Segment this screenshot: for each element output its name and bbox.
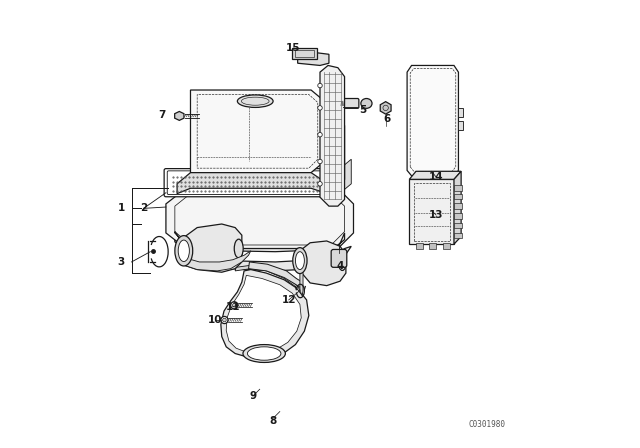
Polygon shape (184, 251, 251, 271)
Bar (429, 243, 436, 249)
Ellipse shape (232, 303, 236, 307)
Bar (294, 50, 314, 57)
Polygon shape (166, 188, 353, 249)
Polygon shape (177, 172, 324, 194)
Ellipse shape (223, 318, 226, 322)
Text: 11: 11 (226, 302, 240, 312)
Polygon shape (300, 261, 303, 296)
Polygon shape (300, 241, 346, 286)
Text: 4: 4 (337, 262, 344, 271)
Bar (454, 203, 462, 209)
Text: 10: 10 (208, 315, 222, 325)
Bar (414, 183, 451, 241)
Polygon shape (221, 270, 309, 359)
Text: 9: 9 (250, 391, 257, 401)
Bar (454, 233, 462, 238)
Ellipse shape (318, 159, 322, 164)
Polygon shape (175, 232, 344, 252)
Polygon shape (410, 171, 461, 179)
Bar (443, 243, 449, 249)
Bar (416, 243, 423, 249)
Text: 8: 8 (269, 416, 276, 426)
Polygon shape (298, 52, 329, 65)
Text: 5: 5 (359, 105, 366, 115)
Ellipse shape (292, 248, 307, 274)
FancyBboxPatch shape (331, 250, 347, 267)
Ellipse shape (318, 106, 322, 110)
Ellipse shape (221, 316, 228, 323)
Bar (454, 223, 462, 228)
Polygon shape (320, 65, 344, 206)
Polygon shape (248, 262, 302, 289)
Polygon shape (226, 276, 301, 353)
Text: C0301980: C0301980 (469, 421, 506, 430)
Polygon shape (407, 65, 458, 176)
Ellipse shape (248, 347, 281, 360)
Ellipse shape (237, 95, 273, 108)
Polygon shape (410, 179, 454, 244)
Ellipse shape (175, 236, 193, 266)
Polygon shape (338, 159, 351, 195)
Ellipse shape (361, 99, 372, 108)
Polygon shape (191, 90, 324, 172)
Ellipse shape (318, 83, 322, 88)
Bar (458, 121, 463, 130)
Ellipse shape (339, 254, 346, 271)
Text: 7: 7 (158, 110, 165, 120)
Bar (454, 194, 462, 199)
Bar (458, 108, 463, 117)
Ellipse shape (318, 181, 322, 186)
Polygon shape (380, 102, 391, 114)
FancyBboxPatch shape (342, 99, 359, 108)
Ellipse shape (318, 133, 322, 137)
Polygon shape (175, 112, 184, 121)
Ellipse shape (296, 252, 305, 270)
Ellipse shape (243, 345, 285, 362)
Bar (454, 213, 462, 219)
Bar (454, 185, 462, 190)
Ellipse shape (234, 239, 243, 258)
Text: 2: 2 (140, 203, 147, 213)
Text: 13: 13 (429, 210, 444, 220)
Polygon shape (235, 265, 303, 296)
Text: 12: 12 (282, 295, 296, 305)
Text: 6: 6 (383, 114, 390, 124)
Polygon shape (324, 101, 344, 188)
Text: 3: 3 (118, 257, 125, 267)
Ellipse shape (178, 240, 189, 262)
Polygon shape (184, 224, 242, 272)
FancyBboxPatch shape (164, 168, 340, 197)
Text: 14: 14 (429, 172, 444, 182)
Ellipse shape (230, 302, 238, 309)
Polygon shape (454, 171, 461, 244)
Bar (292, 47, 317, 59)
Text: 15: 15 (286, 43, 300, 52)
Text: 1: 1 (118, 203, 125, 213)
Polygon shape (175, 233, 351, 271)
